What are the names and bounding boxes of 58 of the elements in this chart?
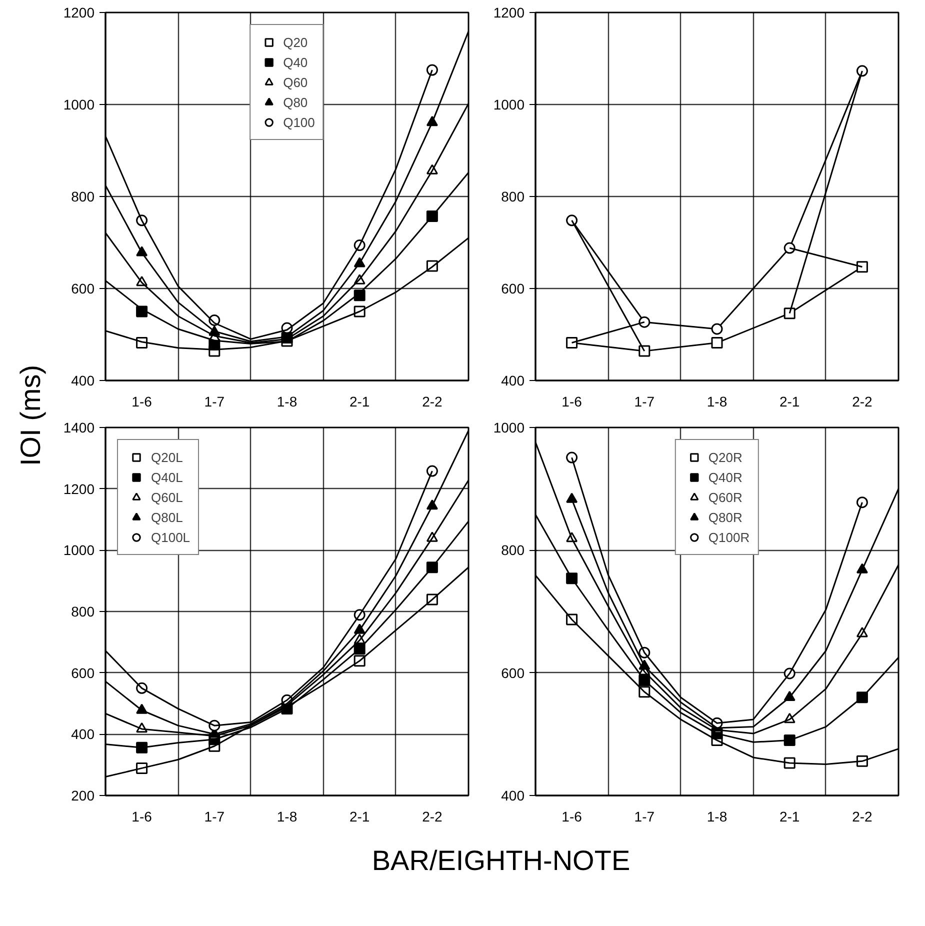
legend-label: Q80R	[708, 508, 742, 526]
x-tick-label: 2-1	[349, 394, 370, 410]
x-tick-label: 1-7	[634, 808, 655, 824]
x-tick-label: 2-1	[779, 808, 800, 824]
legend-label: Q20R	[708, 448, 742, 466]
y-tick-label: 1200	[493, 4, 525, 20]
legend-label: Q100R	[708, 528, 750, 546]
y-tick-label: 600	[501, 280, 525, 296]
y-tick-label: 200	[71, 788, 95, 804]
y-tick-label: 800	[71, 604, 95, 620]
legend-label: Q40L	[151, 468, 183, 486]
x-tick-label: 2-1	[349, 808, 370, 824]
y-tick-label: 800	[71, 188, 95, 204]
y-tick-label: 1200	[63, 4, 95, 20]
y-tick-label: 600	[501, 664, 525, 681]
x-tick-label: 1-7	[634, 394, 655, 410]
y-tick-label: 400	[71, 372, 95, 388]
y-tick-label: 1000	[63, 96, 95, 112]
y-tick-label: 600	[71, 664, 95, 681]
x-tick-label: 1-6	[132, 394, 152, 410]
x-tick-label: 2-1	[779, 394, 800, 410]
y-tick-label: 800	[501, 188, 525, 204]
x-tick-label: 1-6	[562, 808, 582, 824]
x-tick-label: 1-7	[204, 808, 225, 824]
x-axis-title: BAR/EIGHTH-NOTE	[372, 845, 630, 876]
legend-label: Q80L	[151, 508, 183, 526]
legend-label: Q20L	[151, 448, 183, 466]
y-tick-label: 1200	[63, 480, 95, 497]
x-tick-label: 2-2	[852, 394, 873, 410]
legend-label: Q80	[283, 94, 308, 111]
x-tick-label: 1-6	[562, 394, 582, 410]
legend-label: Q100	[283, 114, 315, 131]
x-tick-label: 1-8	[706, 394, 728, 410]
legend-label: Q100L	[151, 528, 190, 546]
x-tick-label: 1-8	[706, 808, 728, 824]
x-tick-label: 2-2	[422, 808, 443, 824]
legend-label: Q40R	[708, 468, 742, 486]
y-tick-label: 400	[501, 372, 525, 388]
y-tick-label: 1000	[493, 420, 525, 436]
y-tick-label: 400	[71, 726, 95, 742]
legend-label: Q60	[283, 74, 308, 91]
x-tick-label: 1-8	[276, 394, 298, 410]
y-tick-label: 1000	[493, 96, 525, 112]
x-tick-label: 1-6	[132, 808, 152, 824]
y-tick-label: 600	[71, 280, 95, 296]
y-tick-label: 800	[501, 542, 525, 558]
x-tick-label: 2-2	[852, 808, 873, 824]
x-tick-label: 1-7	[204, 394, 225, 410]
y-axis-title: IOI (ms)	[15, 364, 46, 466]
y-tick-label: 400	[501, 788, 525, 804]
legend-label: Q60R	[708, 488, 742, 506]
x-tick-label: 2-2	[422, 394, 443, 410]
y-tick-label: 1000	[63, 542, 95, 558]
legend-label: Q60L	[151, 488, 183, 506]
legend-label: Q20	[283, 34, 308, 51]
x-tick-label: 1-8	[276, 808, 298, 824]
y-tick-label: 1400	[63, 420, 95, 436]
legend-label: Q40	[283, 54, 308, 71]
